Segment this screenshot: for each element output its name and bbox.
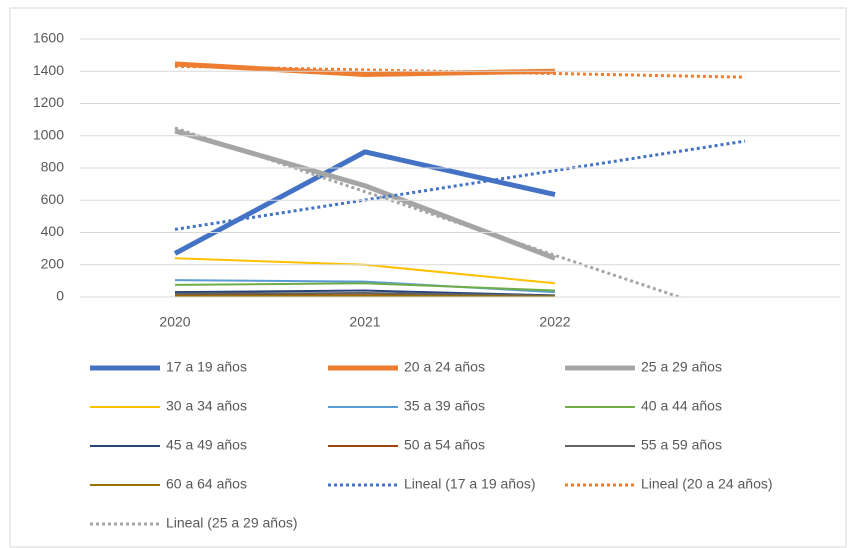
- y-tick-label: 0: [56, 288, 64, 304]
- y-tick-label: 200: [41, 255, 65, 271]
- y-tick-label: 400: [41, 223, 65, 239]
- x-tick-label: 2021: [349, 314, 380, 330]
- y-tick-label: 1600: [33, 30, 64, 46]
- legend-label: Lineal (20 a 24 años): [641, 476, 773, 492]
- y-tick-label: 800: [41, 159, 65, 175]
- legend-label: 17 a 19 años: [166, 359, 247, 375]
- legend-label: 20 a 24 años: [404, 359, 485, 375]
- series-line: [174, 61, 556, 77]
- series-line: [174, 294, 556, 297]
- y-tick-label: 1400: [33, 62, 64, 78]
- series-line: [174, 126, 684, 297]
- legend-label: 30 a 34 años: [166, 398, 247, 414]
- legend-label: 50 a 54 años: [404, 437, 485, 453]
- plot-area: [173, 61, 746, 297]
- y-tick-label: 1200: [33, 94, 64, 110]
- series-line: [174, 289, 556, 297]
- series-line: [174, 282, 556, 292]
- legend-label: 25 a 29 años: [641, 359, 722, 375]
- y-tick-label: 600: [41, 191, 65, 207]
- legend-label: Lineal (17 a 19 años): [404, 476, 536, 492]
- legend-label: 60 a 64 años: [166, 476, 247, 492]
- legend-label: 40 a 44 años: [641, 398, 722, 414]
- x-tick-label: 2020: [159, 314, 190, 330]
- series-line: [174, 139, 746, 231]
- legend-label: 35 a 39 años: [404, 398, 485, 414]
- series-line: [174, 64, 746, 79]
- legend-label: 55 a 59 años: [641, 437, 722, 453]
- chart-border: [9, 7, 847, 548]
- series-line: [174, 291, 556, 297]
- x-tick-label: 2022: [539, 314, 570, 330]
- y-tick-label: 1000: [33, 126, 64, 142]
- legend-label: Lineal (25 a 29 años): [166, 515, 298, 531]
- legend-label: 45 a 49 años: [166, 437, 247, 453]
